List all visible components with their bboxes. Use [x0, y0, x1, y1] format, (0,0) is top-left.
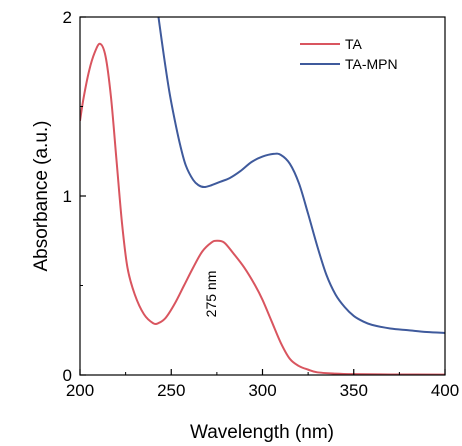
- legend-label-ta: TA: [345, 36, 363, 52]
- x-tick-label: 400: [431, 381, 459, 400]
- legend: TA TA-MPN: [300, 36, 398, 72]
- y-tick-label: 0: [63, 366, 72, 385]
- annotation-275nm: 275 nm: [203, 271, 219, 318]
- x-tick-label: 250: [157, 381, 185, 400]
- y-tick-label: 2: [63, 8, 72, 27]
- y-axis-ticks: 0 1 2: [63, 8, 86, 385]
- x-tick-label: 350: [340, 381, 368, 400]
- x-tick-label: 300: [248, 381, 276, 400]
- legend-label-ta-mpn: TA-MPN: [345, 56, 398, 72]
- series-line-ta: [80, 42, 445, 375]
- x-axis-ticks: 200 250 300 350 400: [66, 369, 459, 400]
- plot-content: [80, 17, 445, 375]
- x-tick-label: 200: [66, 381, 94, 400]
- y-axis-label: Absorbance (a.u.): [31, 120, 52, 271]
- series-line-ta-mpn: [157, 17, 445, 334]
- x-axis-label: Wavelength (nm): [190, 422, 334, 443]
- y-tick-label: 1: [63, 187, 72, 206]
